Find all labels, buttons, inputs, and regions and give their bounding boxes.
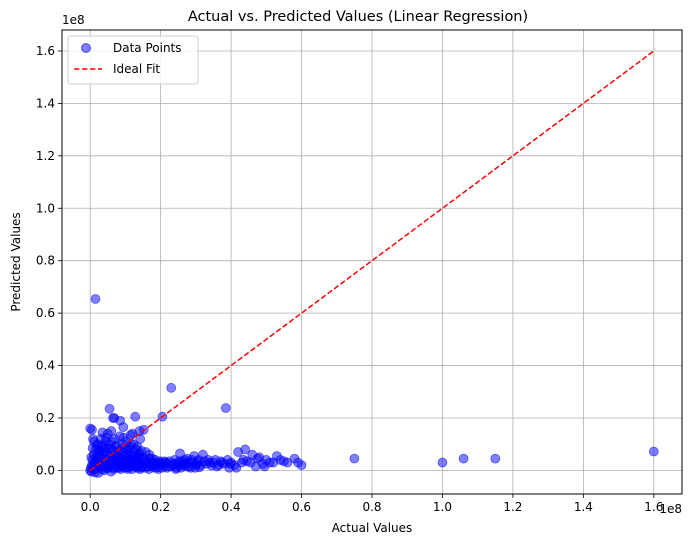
y-axis-ticks: 0.0 0.2 0.4 0.6 0.8 1.0 1.2 1.4 1.6 (36, 44, 62, 477)
y-tick-label: 1.4 (36, 96, 55, 110)
data-point (125, 430, 136, 440)
ideal-fit-line (89, 50, 655, 472)
data-point (130, 411, 141, 422)
x-tick-label: 1.2 (503, 500, 522, 514)
y-axis-offset-label: 1e8 (62, 13, 85, 27)
data-point (458, 453, 469, 464)
x-axis-label: Actual Values (332, 521, 413, 535)
legend-label-data-points: Data Points (113, 41, 182, 55)
data-point (240, 444, 251, 455)
data-point (437, 457, 448, 468)
x-tick-label: 1.0 (433, 500, 452, 514)
data-point (115, 415, 126, 426)
data-point (648, 446, 659, 457)
data-point (293, 457, 303, 468)
data-points (85, 294, 659, 478)
x-tick-label: 0.4 (222, 500, 241, 514)
y-tick-label: 0.2 (36, 411, 55, 425)
y-axis-label: Predicted Values (9, 212, 23, 311)
data-point (89, 436, 99, 447)
x-tick-label: 0.2 (151, 500, 170, 514)
data-point (490, 453, 501, 464)
data-point (217, 457, 228, 468)
data-point (282, 457, 293, 468)
data-point (252, 453, 263, 464)
data-point (259, 461, 270, 472)
y-tick-label: 0.4 (36, 359, 55, 373)
chart-title: Actual vs. Predicted Values (Linear Regr… (188, 9, 528, 25)
legend-box (67, 35, 199, 85)
x-axis-offset-label: 1e8 (659, 502, 682, 516)
ideal-fit-path (89, 50, 655, 472)
data-point (90, 294, 101, 304)
data-point (220, 403, 231, 413)
y-tick-label: 0.0 (36, 463, 55, 477)
x-tick-label: 0.6 (292, 500, 311, 514)
x-tick-label: 0.0 (81, 500, 100, 514)
data-point (231, 462, 242, 473)
data-point (104, 403, 115, 414)
grid (62, 30, 682, 494)
x-tick-label: 0.8 (362, 500, 381, 514)
legend-marker-data-points (81, 43, 91, 53)
x-tick-label: 1.4 (574, 500, 593, 514)
y-tick-label: 0.8 (36, 254, 55, 268)
y-tick-label: 1.6 (36, 44, 55, 58)
y-tick-label: 1.2 (36, 149, 55, 163)
data-point (349, 453, 360, 464)
data-point (87, 424, 97, 435)
y-tick-label: 1.0 (36, 201, 55, 215)
y-tick-label: 0.6 (36, 306, 55, 320)
data-point (136, 445, 147, 456)
data-point (109, 434, 120, 444)
data-point (166, 382, 177, 393)
legend: Data Points Ideal Fit (67, 35, 199, 85)
x-axis-ticks: 0.0 0.2 0.4 0.6 0.8 1.0 1.2 1.4 1.6 (81, 494, 663, 514)
legend-label-ideal-fit: Ideal Fit (113, 62, 160, 76)
x-tick-label: 1.6 (644, 500, 663, 514)
